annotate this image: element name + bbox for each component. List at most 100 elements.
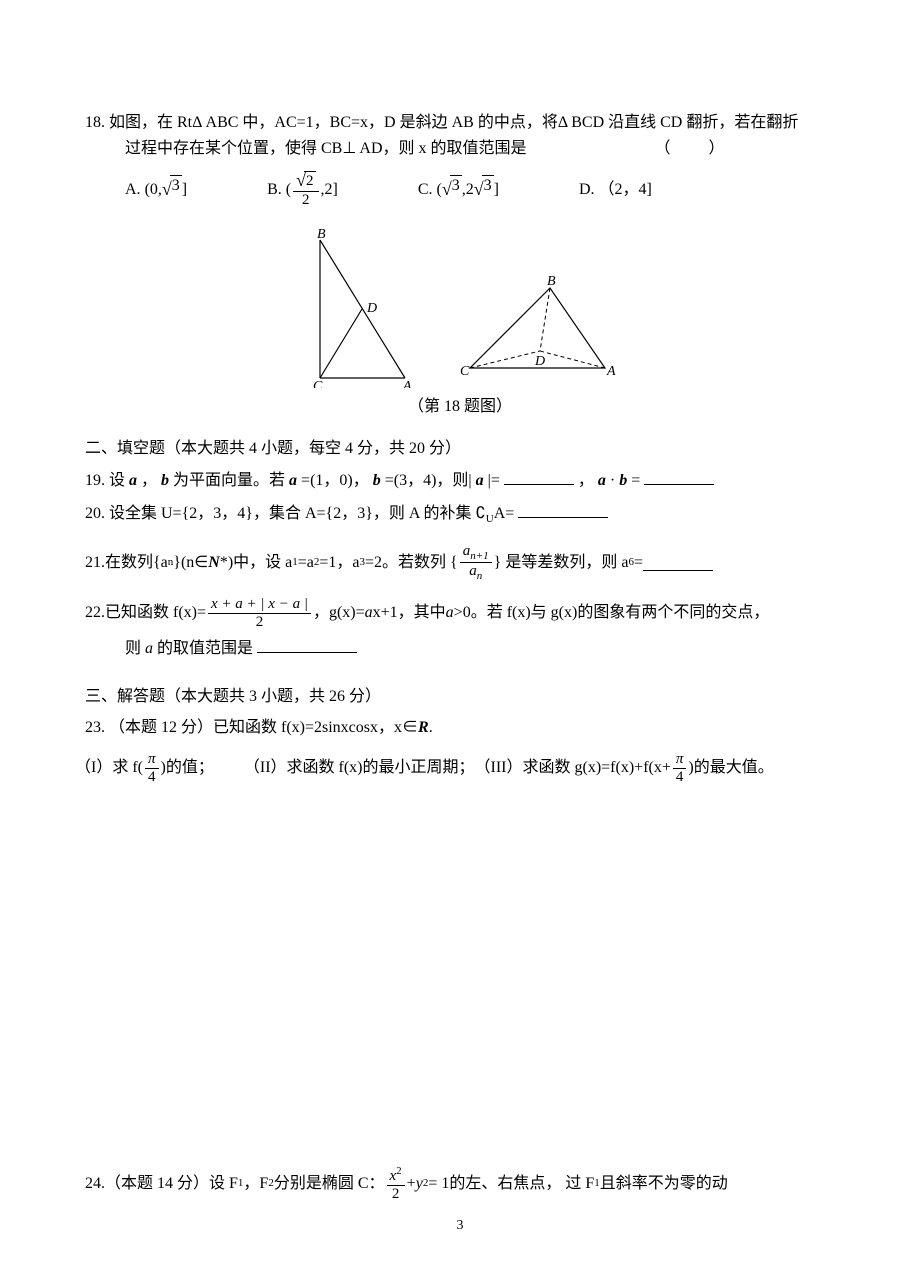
- text: ，g(x)=: [313, 600, 365, 626]
- text: ，: [141, 472, 157, 489]
- var-a: a: [145, 640, 153, 657]
- q18-option-a: A. (0, √3 ]: [125, 171, 187, 208]
- text: x+1，其中: [373, 600, 446, 626]
- vector-b: b: [161, 472, 169, 489]
- vector-a: a: [598, 472, 606, 489]
- q18-text-line1: 如图，在 RtΔ ABC 中，AC=1，BC=x，D 是斜边 AB 的中点，将Δ…: [109, 114, 798, 131]
- question-20: 20. 设全集 U={2，3，4}，集合 A={2，3}，则 A 的补集 ∁UA…: [85, 501, 835, 529]
- interval-close: ]: [494, 177, 499, 203]
- q18-figure-left: B D C A: [295, 228, 425, 388]
- vector-b: b: [373, 472, 381, 489]
- text: =: [634, 550, 643, 576]
- sqrt-icon: √2: [296, 171, 315, 191]
- text: 的取值范围是: [153, 640, 253, 657]
- label-A: A: [402, 379, 412, 388]
- q18-number: 18.: [85, 114, 105, 131]
- q19-number: 19.: [85, 472, 105, 489]
- section-3-header: 三、解答题（本大题共 3 小题，共 26 分）: [85, 684, 835, 710]
- text: 则: [125, 640, 145, 657]
- question-23: 23. （本题 12 分）已知函数 f(x)=2sinxcosx，x∈R. （I…: [85, 715, 835, 785]
- text: ，F: [243, 1171, 268, 1197]
- option-label: A.: [125, 177, 141, 203]
- option-text: （2，4]: [599, 177, 652, 203]
- q18-answer-paren: （ ）: [655, 136, 727, 162]
- q18-caption: （第 18 题图）: [85, 394, 835, 420]
- q18-options: A. (0, √3 ] B. ( √2 2 ,2] C. (: [85, 171, 835, 208]
- var-a: a: [365, 600, 373, 626]
- sqrt-icon: √3: [474, 175, 494, 204]
- part-1-close: )的值；: [161, 755, 214, 781]
- set-N: N: [208, 550, 220, 576]
- text: >0。若 f(x)与 g(x)的图象有两个不同的交点，: [454, 600, 770, 626]
- answer-blank: [643, 555, 713, 571]
- part-3-close: )的最大值。: [688, 755, 773, 781]
- text: 且斜率不为零的动: [600, 1171, 728, 1197]
- q24-number: 24.: [85, 1171, 105, 1197]
- q21-number: 21.: [85, 550, 105, 576]
- question-22: 22. 已知函数 f(x)= x + a + | x − a | 2 ，g(x)…: [85, 596, 835, 662]
- q18-figure-right: B D C A: [455, 273, 625, 388]
- label-B: B: [317, 228, 326, 242]
- vector-b: b: [619, 472, 627, 489]
- text: （本题 12 分）已知函数 f(x)=2sinxcosx，x∈: [109, 719, 418, 736]
- answer-blank: [257, 637, 357, 653]
- fraction: π 4: [145, 751, 159, 785]
- q18-figures: B D C A B D C A: [85, 228, 835, 388]
- text: =1，a: [319, 550, 359, 576]
- text: 的左、右焦点， 过 F: [449, 1171, 594, 1197]
- text: 已知函数 f(x)=: [105, 600, 206, 626]
- question-18: 18. 如图，在 RtΔ ABC 中，AC=1，BC=x，D 是斜边 AB 的中…: [85, 110, 835, 420]
- text: |=: [488, 472, 500, 489]
- text: 设全集 U={2，3，4}，集合 A={2，3}，则 A 的补集 ∁: [109, 505, 486, 522]
- interval-rest: ,2]: [321, 177, 338, 203]
- text: 为平面向量。若: [173, 472, 289, 489]
- interval-open: (0,: [145, 177, 162, 203]
- var-y: y: [416, 1171, 423, 1197]
- set-R: R: [418, 719, 429, 736]
- q18-text-line2: 过程中存在某个位置，使得 CB⊥ AD，则 x 的取值范围是: [125, 140, 527, 157]
- text: 设: [109, 472, 129, 489]
- label-C: C: [313, 379, 323, 388]
- part-1-open: （I）求 f(: [75, 755, 143, 781]
- text: =a: [298, 550, 314, 576]
- text: （本题 14 分）设 F: [105, 1171, 238, 1197]
- text: =2。若数列 {: [365, 550, 458, 576]
- part-3-open: （III）求函数 g(x)=f(x)+f(x+: [475, 755, 671, 781]
- text: = 1: [428, 1171, 449, 1197]
- text: 在数列{a: [105, 550, 168, 576]
- answer-blank: [504, 469, 574, 485]
- fraction: x2 2: [387, 1165, 405, 1202]
- q18-line1: 18. 如图，在 RtΔ ABC 中，AC=1，BC=x，D 是斜边 AB 的中…: [85, 110, 835, 136]
- text: .: [429, 719, 433, 736]
- part-2: （II）求函数 f(x)的最小正周期；: [244, 755, 475, 781]
- answer-blank: [644, 469, 714, 485]
- option-label: D.: [579, 177, 595, 203]
- text: =: [631, 472, 640, 489]
- label-D: D: [534, 354, 545, 369]
- sqrt-icon: √3: [442, 175, 462, 204]
- var-a: a: [446, 600, 454, 626]
- fraction: x + a + | x − a | 2: [208, 596, 311, 630]
- answer-blank: [518, 502, 608, 518]
- vector-a: a: [129, 472, 137, 489]
- interval-close: ]: [182, 177, 187, 203]
- text: =(1，0)，: [301, 472, 369, 489]
- text: *)中，设 a: [220, 550, 292, 576]
- text: } 是等差数列，则 a: [494, 550, 629, 576]
- q18-option-d: D. （2，4]: [579, 171, 652, 208]
- interval-open: (: [286, 177, 291, 203]
- label-C: C: [460, 364, 470, 379]
- text: A=: [494, 505, 515, 522]
- text: }(n∈: [173, 550, 208, 576]
- label-D: D: [366, 301, 377, 316]
- text: +: [407, 1171, 416, 1197]
- text: ，: [578, 472, 594, 489]
- vector-a: a: [289, 472, 297, 489]
- subscript-u: U: [486, 513, 494, 525]
- sqrt-icon: √3: [162, 175, 182, 204]
- q18-line2: 过程中存在某个位置，使得 CB⊥ AD，则 x 的取值范围是 （ ）: [85, 136, 835, 162]
- option-label: B.: [267, 177, 282, 203]
- question-19: 19. 设 a ， b 为平面向量。若 a =(1，0)， b =(3，4)，则…: [85, 468, 835, 494]
- question-21: 21. 在数列{an}(n∈N*)中，设 a1=a2=1，a3=2。若数列 { …: [85, 543, 835, 582]
- text: 分别是椭圆 C：: [274, 1171, 385, 1197]
